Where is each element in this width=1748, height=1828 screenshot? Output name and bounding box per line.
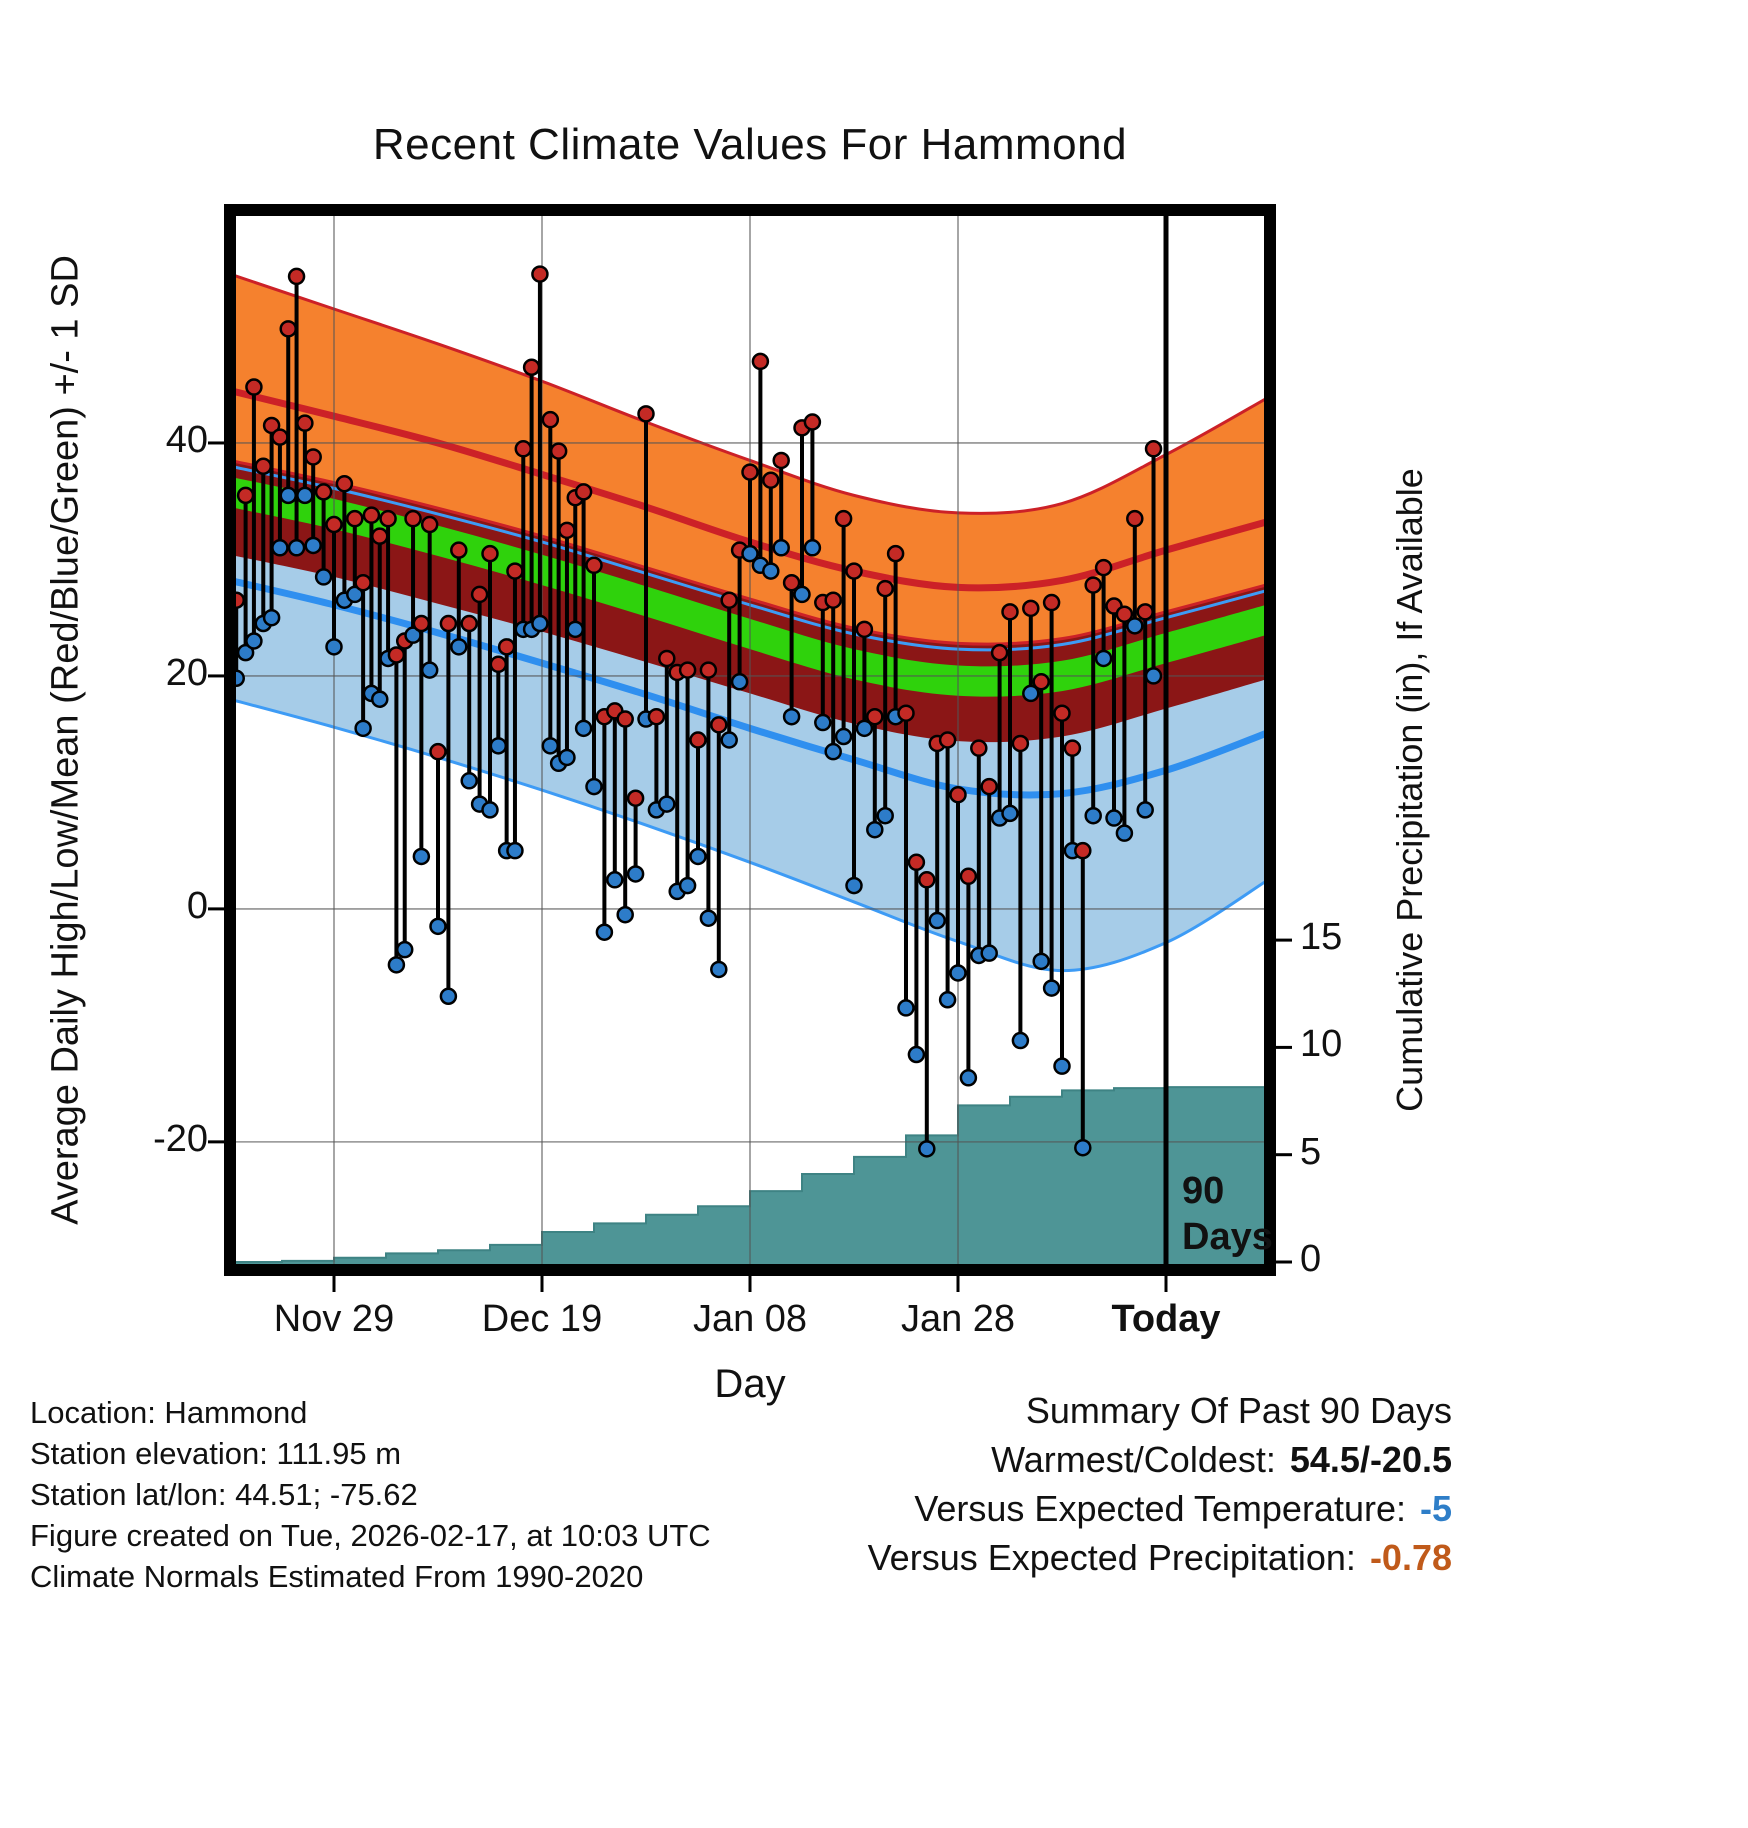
plot-area	[230, 210, 1270, 1270]
summary-warmest-coldest: Warmest/Coldest: 54.5/-20.5	[868, 1435, 1452, 1484]
x-axis-label: Day	[714, 1362, 786, 1406]
x-tick-nov-29: Nov 29	[273, 1298, 395, 1340]
y-right-tick-10: 10	[1300, 1023, 1343, 1066]
y-right-axis-label: Cumulative Precipitation (in), If Availa…	[1389, 468, 1430, 1112]
warmest-coldest-label: Warmest/Coldest:	[991, 1439, 1276, 1480]
summary-vs-precip: Versus Expected Precipitation: -0.78	[868, 1533, 1452, 1582]
station-info-block: Location: Hammond Station elevation: 111.…	[30, 1392, 711, 1597]
x-tick-jan-08: Jan 08	[692, 1298, 808, 1340]
warmest-coldest-value: 54.5/-20.5	[1289, 1439, 1452, 1480]
footer-line-1: Location: Hammond	[30, 1395, 308, 1430]
x-tick-today: Today	[1111, 1298, 1221, 1340]
vs-precip-value: -0.78	[1369, 1537, 1452, 1578]
ninety-days-line2: Days	[1182, 1216, 1273, 1258]
summary-title: Summary Of Past 90 Days	[1025, 1390, 1452, 1431]
y-left-tick-0: 0	[186, 884, 208, 927]
y-left-tick-20: 20	[165, 651, 208, 694]
footer-line-3: Station lat/lon: 44.51; -75.62	[30, 1477, 418, 1512]
footer-line-2: Station elevation: 111.95 m	[30, 1436, 402, 1471]
y-right-tick-5: 5	[1300, 1130, 1322, 1173]
vs-precip-label: Versus Expected Precipitation:	[867, 1537, 1356, 1578]
vs-temp-label: Versus Expected Temperature:	[914, 1488, 1406, 1529]
ninety-days-annotation: 90 Days	[1182, 1168, 1273, 1260]
x-tick-jan-28: Jan 28	[900, 1298, 1016, 1340]
y-left-tick--20: -20	[153, 1117, 208, 1160]
chart-title: Recent Climate Values For Hammond	[372, 120, 1128, 169]
y-left-tick-40: 40	[165, 418, 208, 461]
footer-line-5: Climate Normals Estimated From 1990-2020	[30, 1559, 644, 1594]
y-right-tick-0: 0	[1300, 1238, 1322, 1280]
vs-temp-value: -5	[1419, 1488, 1452, 1529]
ninety-days-line1: 90	[1182, 1170, 1225, 1212]
x-tick-dec-19: Dec 19	[481, 1298, 603, 1340]
footer-line-4: Figure created on Tue, 2026-02-17, at 10…	[30, 1518, 711, 1553]
y-right-tick-15: 15	[1300, 916, 1343, 959]
summary-block: Summary Of Past 90 Days Warmest/Coldest:…	[868, 1386, 1452, 1582]
summary-vs-temp: Versus Expected Temperature: -5	[868, 1484, 1452, 1533]
plot-frame	[224, 204, 1276, 1276]
y-left-axis-label: Average Daily High/Low/Mean (Red/Blue/Gr…	[44, 255, 87, 1225]
